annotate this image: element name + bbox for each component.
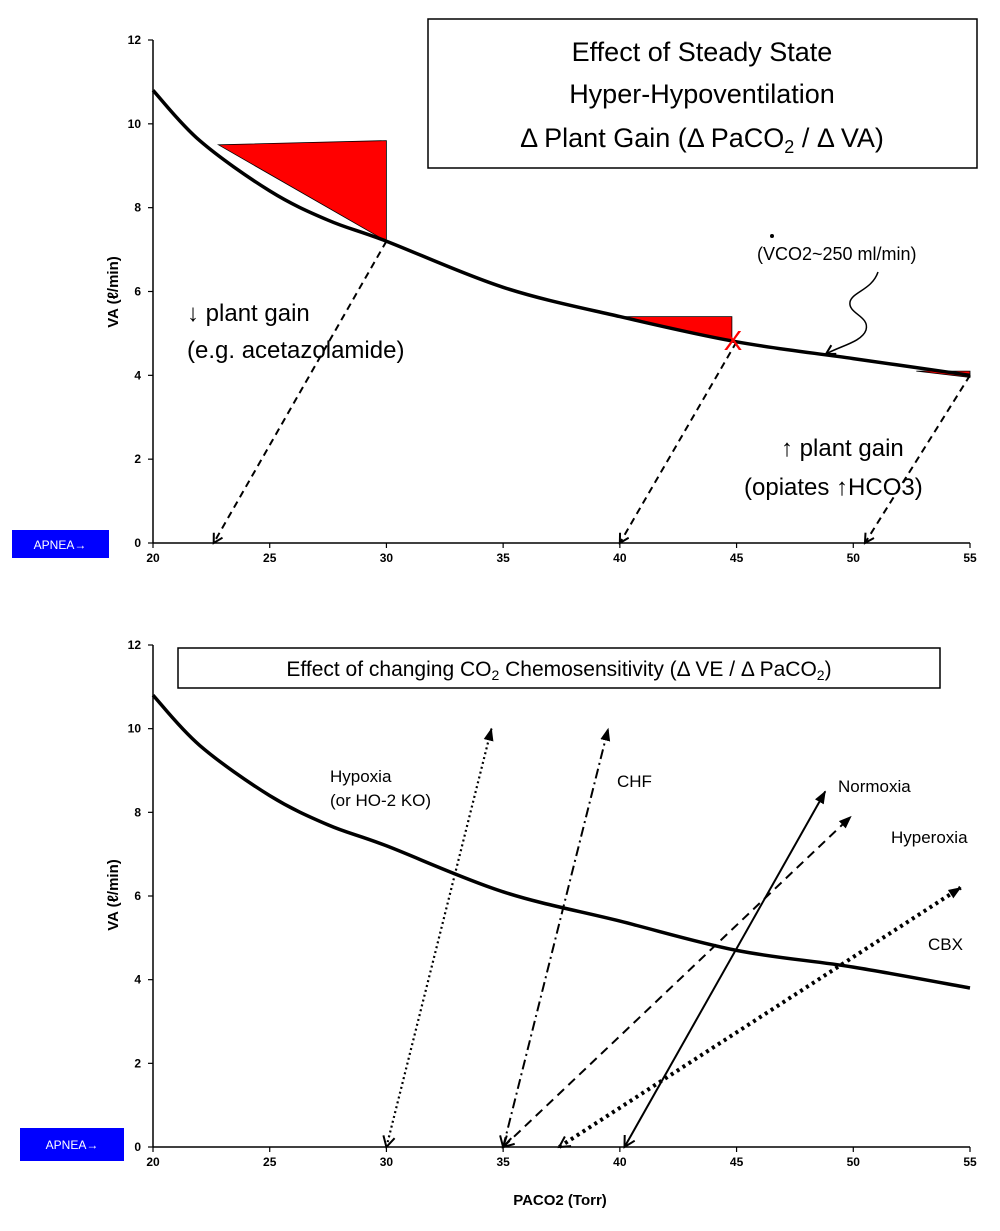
top-y-tick-label-2: 4 [134, 368, 141, 382]
top-title-line-2: Hyper-Hypoventilation [569, 79, 835, 109]
label-hyperoxia: Hyperoxia [891, 828, 968, 847]
bottom-line-cbx [558, 885, 962, 1149]
bottom-line-hyperoxia-tail-arrow [501, 1135, 515, 1149]
bottom-y-tick-label-4: 8 [134, 805, 141, 819]
bottom-y-tick-label-5: 10 [128, 722, 142, 736]
top-y-tick-label-3: 6 [134, 285, 141, 299]
bottom-line-normoxia-tail-arrow [623, 1134, 636, 1149]
bottom-title-box [177, 647, 941, 689]
label-hypoxia-2: (or HO-2 KO) [330, 791, 431, 810]
bottom-x-tick-label-0: 20 [146, 1155, 160, 1169]
label-normoxia: Normoxia [838, 777, 911, 796]
top-arrow-1 [620, 341, 738, 543]
bottom-title-a: Effect of changing CO [286, 658, 491, 681]
top-apnea-badge [12, 530, 109, 558]
top-x-tick-label-5: 45 [730, 551, 744, 565]
top-title-box [427, 18, 978, 169]
bottom-line-hyperoxia [502, 815, 852, 1148]
bottom-x-tick-label-7: 55 [963, 1155, 977, 1169]
top-shaded-triangle-0 [216, 140, 387, 242]
bottom-title-b: Chemosensitivity (Δ VE / Δ PaCO [499, 658, 817, 681]
bottom-y-tick-label-1: 2 [134, 1056, 141, 1070]
bottom-line-hypoxia [385, 727, 494, 1148]
bottom-y-label-text: VA (ℓ/min) [105, 859, 122, 931]
top-x-tick-label-6: 50 [847, 551, 861, 565]
bottom-ticks: 20 25 30 35 40 45 50 55 0 2 4 6 8 10 12 [128, 638, 977, 1169]
top-vco2-dot-icon [770, 234, 774, 238]
top-vco2-leader [826, 271, 879, 354]
top-arrows [214, 240, 971, 543]
bottom-y-tick-label-0: 0 [134, 1140, 141, 1154]
bottom-y-tick-label-2: 4 [134, 973, 141, 987]
top-title-line-3: Δ Plant Gain (Δ PaCO2 / Δ VA) [520, 123, 884, 157]
top-curve-layer [151, 89, 971, 378]
top-vco2-label: (VCO2~250 ml/min) [757, 244, 917, 264]
label-chf: CHF [617, 772, 652, 791]
bottom-x-tick-label-4: 40 [613, 1155, 627, 1169]
label-cbx: CBX [928, 935, 963, 954]
top-x-tick-label-2: 30 [380, 551, 394, 565]
top-arrow-0 [214, 240, 388, 543]
bottom-axes [152, 645, 970, 1148]
top-x-tick-label-4: 40 [613, 551, 627, 565]
top-y-tick-label-1: 2 [134, 452, 141, 466]
top-y-tick-label-6: 12 [128, 33, 142, 47]
bottom-line-cbx-tail-arrow [557, 1136, 572, 1149]
top-title-line-1: Effect of Steady State [572, 37, 833, 67]
label-hypoxia-1: Hypoxia [330, 767, 392, 786]
top-y-label-text: VA (ℓ/min) [105, 256, 122, 328]
top-y-tick-label-0: 0 [134, 536, 141, 550]
top-title-line-3-sub: 2 [784, 137, 794, 157]
top-title-line-3b: / Δ VA) [794, 123, 884, 153]
top-title-line-3a: Δ Plant Gain (Δ PaCO [520, 123, 784, 153]
bottom-curve-layer [151, 694, 971, 990]
top-x-tick-label-7: 55 [963, 551, 977, 565]
bottom-title-c: ) [825, 658, 832, 681]
top-apnea-text: APNEA→ [34, 538, 87, 552]
bottom-x-tick-label-1: 25 [263, 1155, 277, 1169]
bottom-y-tick-label-3: 6 [134, 889, 141, 903]
bottom-apnea-text: APNEA→ [46, 1138, 99, 1152]
top-x-tick-label-0: 20 [146, 551, 160, 565]
bottom-title-sub-2: 2 [817, 667, 825, 683]
top-arrow-2 [865, 374, 971, 543]
bottom-curve [151, 694, 971, 990]
bottom-chart: 20 25 30 35 40 45 50 55 0 2 4 6 8 10 12 VA (ℓ/min) PAC… [20, 638, 977, 1209]
bottom-x-tick-label-2: 30 [380, 1155, 394, 1169]
top-x-tick-label-1: 25 [263, 551, 277, 565]
top-x-tick-label-3: 35 [496, 551, 510, 565]
bottom-line-chf [502, 727, 611, 1148]
top-curve [151, 89, 971, 378]
top-y-tick-label-5: 10 [128, 117, 142, 131]
bottom-title: Effect of changing CO2 Chemosensitivity … [286, 658, 831, 683]
bottom-line-hypoxia-tail-arrow [382, 1135, 396, 1150]
top-y-tick-label-4: 8 [134, 201, 141, 215]
top-y-axis-label: VA (ℓ/min) [105, 256, 122, 328]
bottom-y-tick-label-6: 12 [128, 638, 142, 652]
bottom-lines [382, 727, 962, 1150]
bottom-line-normoxia [623, 790, 827, 1148]
top-chart: 20 25 30 35 40 45 50 55 0 2 4 6 8 10 12 X VA (ℓ/min) E… [12, 18, 978, 565]
bottom-x-tick-label-5: 45 [730, 1155, 744, 1169]
top-up-gain-2: (opiates ↑HCO3) [744, 474, 923, 501]
top-down-gain-2: (e.g. acetazolamide) [187, 337, 404, 364]
top-marker-x: X [724, 325, 743, 356]
bottom-x-axis-label: PACO2 (Torr) [513, 1192, 607, 1209]
bottom-apnea-badge [20, 1128, 124, 1161]
top-down-gain-1: ↓ plant gain [187, 300, 310, 327]
bottom-y-axis-label: VA (ℓ/min) [105, 859, 122, 931]
top-up-gain-1: ↑ plant gain [781, 435, 904, 462]
bottom-title-sub-1: 2 [491, 667, 499, 683]
top-ticks: 20 25 30 35 40 45 50 55 0 2 4 6 8 10 12 [128, 33, 977, 565]
bottom-x-tick-label-6: 50 [847, 1155, 861, 1169]
bottom-x-tick-label-3: 35 [496, 1155, 510, 1169]
